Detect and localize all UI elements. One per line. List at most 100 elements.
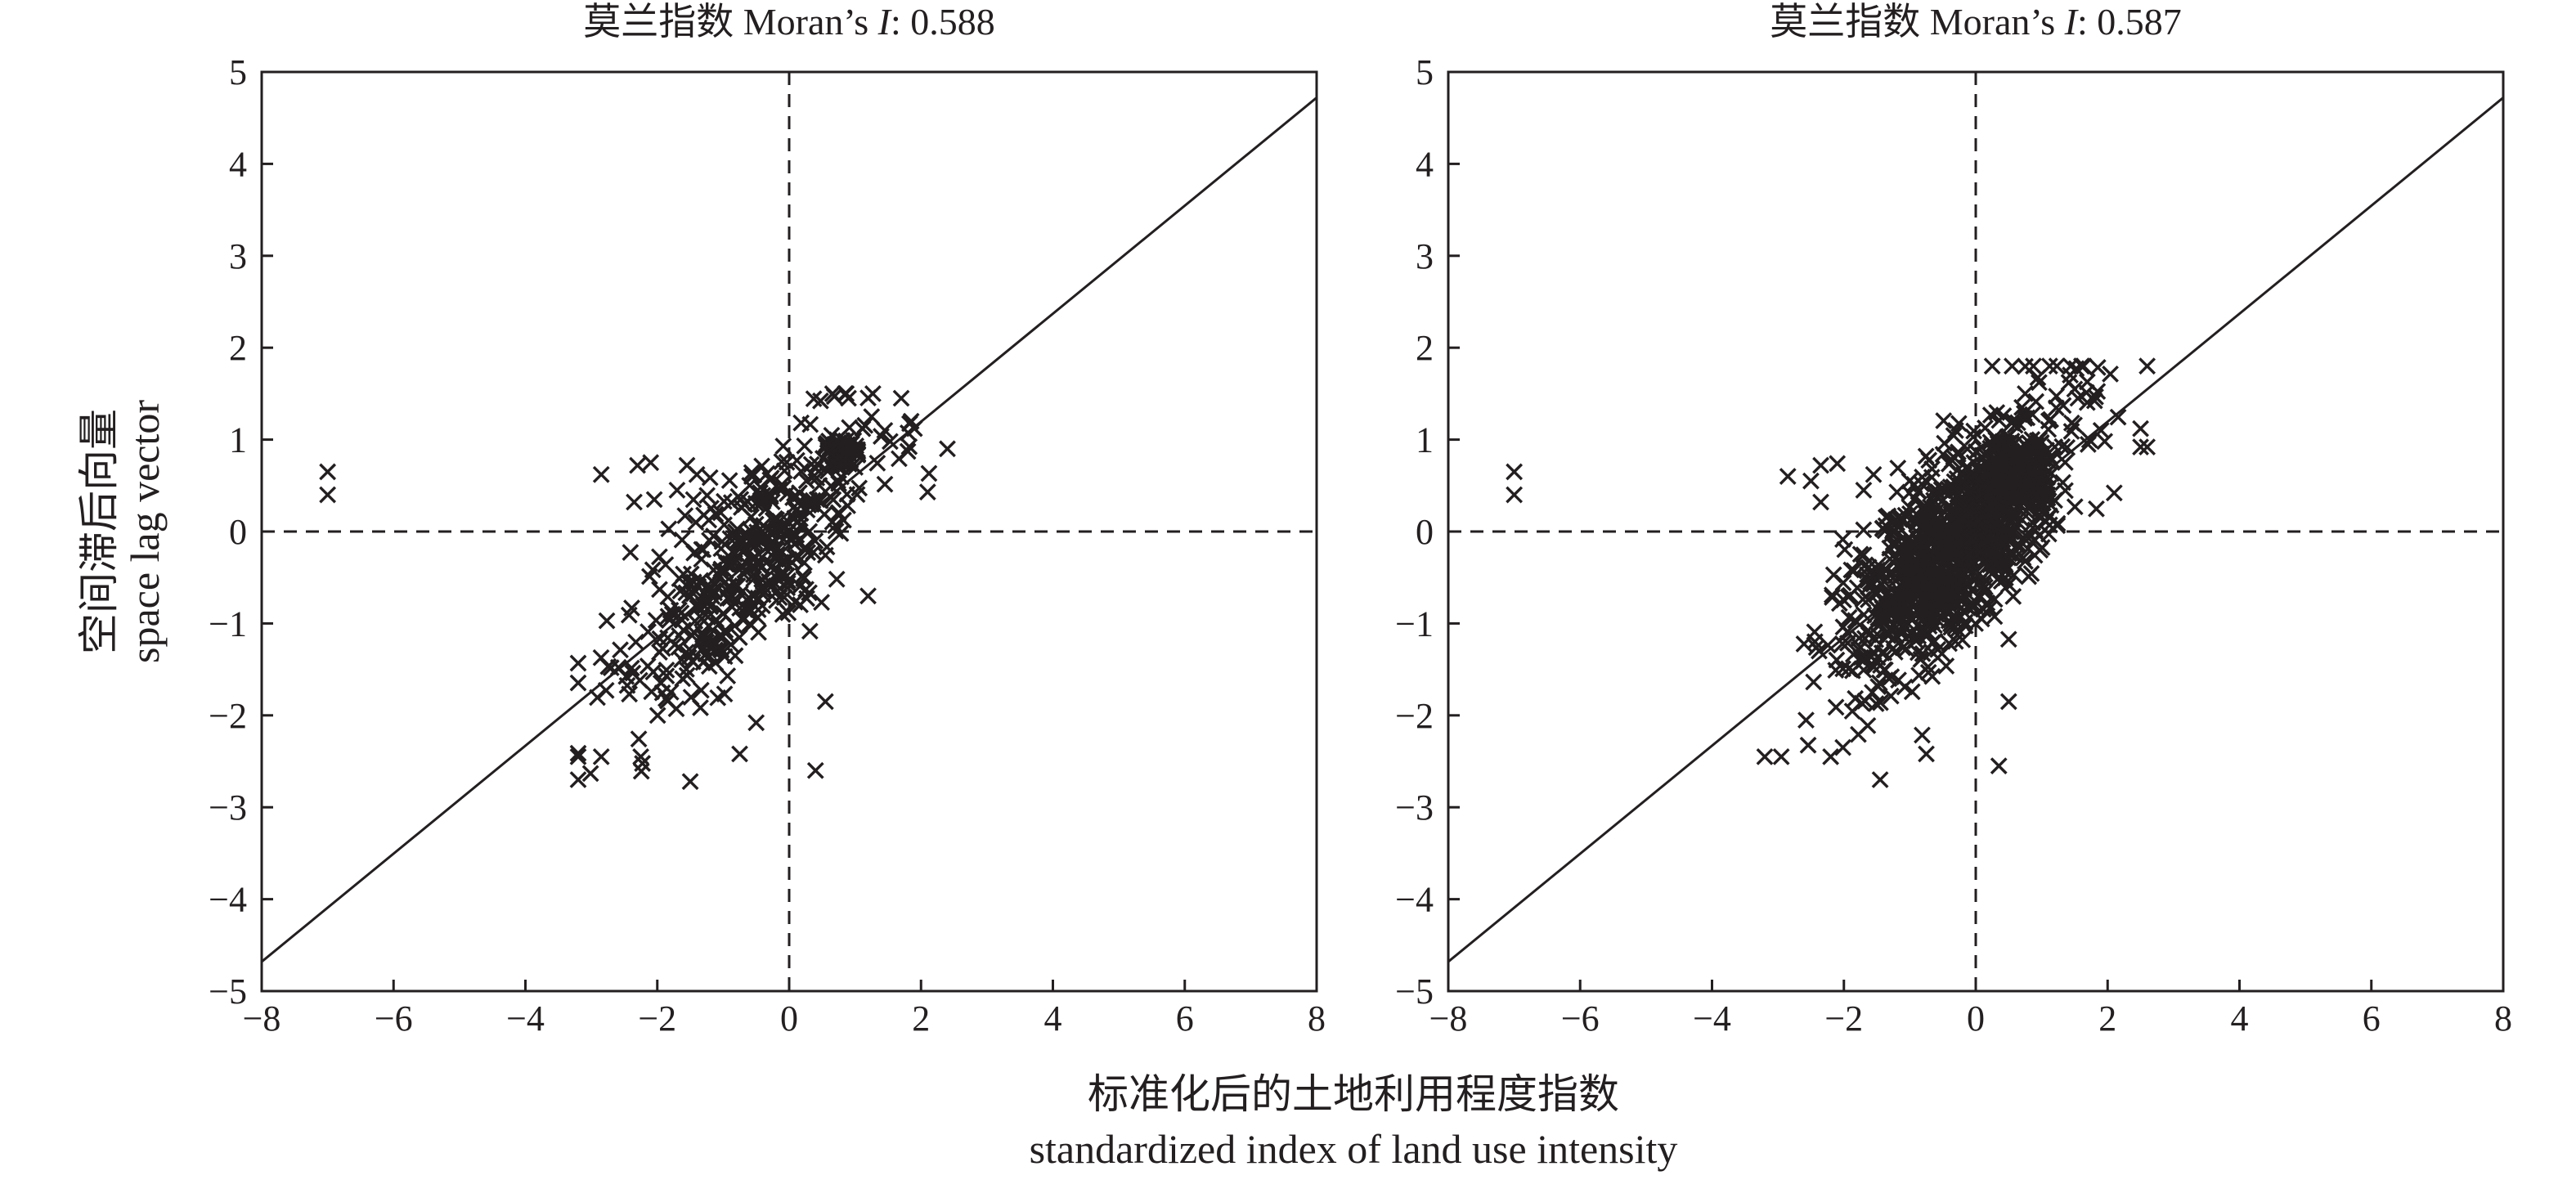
data-point-marker	[1756, 747, 1774, 765]
data-point-marker	[1946, 577, 1963, 595]
panel-right-x-tick-label: 0	[1967, 998, 1985, 1039]
data-point-marker	[1799, 736, 1817, 754]
panel-right-x-tick-label: −8	[1429, 998, 1468, 1039]
panel-right-y-tick-label: −2	[1395, 696, 1434, 736]
data-point-marker	[849, 442, 867, 460]
data-point-marker	[1819, 636, 1837, 654]
data-point-marker	[1779, 468, 1797, 485]
data-point-marker	[2004, 545, 2022, 563]
data-point-marker	[1949, 621, 1967, 639]
data-point-marker	[1975, 576, 1992, 594]
data-point-marker	[1999, 693, 2017, 711]
data-point-marker	[2132, 420, 2149, 437]
data-point-marker	[700, 582, 718, 600]
data-point-marker	[805, 390, 823, 408]
data-point-marker	[2089, 358, 2107, 376]
data-point-marker	[647, 612, 665, 629]
data-point-marker	[2023, 494, 2041, 512]
data-point-marker	[828, 570, 846, 588]
data-point-marker	[859, 389, 877, 407]
data-point-marker	[876, 475, 894, 493]
data-point-marker	[2037, 513, 2055, 531]
data-point-marker	[730, 629, 748, 647]
data-point-marker	[1945, 572, 1963, 589]
data-point-marker	[2008, 414, 2026, 432]
data-point-marker	[716, 516, 733, 534]
data-point-marker	[1904, 610, 1922, 628]
data-point-marker	[1860, 559, 1878, 577]
data-point-marker	[689, 597, 707, 615]
data-point-marker	[741, 477, 759, 494]
data-point-marker	[1947, 507, 1965, 525]
data-point-marker	[717, 625, 734, 642]
data-point-marker	[796, 541, 814, 558]
data-point-marker	[1959, 440, 1977, 458]
panel-left-y-tick-label: 3	[229, 236, 247, 276]
data-point-marker	[794, 567, 811, 585]
data-point-marker	[1860, 590, 1877, 608]
data-point-marker	[707, 641, 724, 659]
panel-right-y-tick-label: 4	[1416, 144, 1434, 184]
data-point-marker	[841, 419, 859, 437]
data-point-marker	[716, 648, 734, 666]
data-point-marker	[773, 453, 791, 470]
data-point-marker	[2054, 473, 2071, 491]
data-point-marker	[673, 531, 691, 549]
data-point-marker	[1824, 566, 1842, 584]
data-point-marker	[797, 472, 815, 490]
data-point-marker	[801, 491, 818, 509]
data-point-marker	[719, 667, 737, 684]
data-point-marker	[1914, 500, 1932, 518]
panel-left-y-tick-label: 0	[229, 512, 247, 552]
data-point-marker	[731, 745, 748, 763]
data-point-marker	[1878, 626, 1896, 644]
data-point-marker	[1925, 581, 1943, 599]
data-point-marker	[2102, 365, 2119, 383]
data-point-marker	[1889, 460, 1907, 477]
data-point-marker	[2058, 438, 2076, 456]
data-point-marker	[670, 639, 688, 657]
data-point-marker	[1967, 443, 1985, 461]
data-point-marker	[2026, 531, 2043, 549]
data-point-marker	[771, 580, 789, 597]
data-point-marker	[618, 676, 636, 694]
data-point-marker	[1910, 666, 1928, 684]
data-point-marker	[838, 485, 856, 503]
data-point-marker	[2027, 393, 2045, 411]
data-point-marker	[722, 494, 740, 512]
data-point-marker	[892, 389, 910, 407]
data-point-marker	[2020, 568, 2038, 586]
panel-left-x-tick-label: 4	[1044, 998, 1062, 1039]
data-point-marker	[745, 466, 763, 484]
data-point-marker	[1884, 639, 1902, 657]
panel-left-y-tick-label: −3	[209, 787, 247, 828]
data-point-marker	[1986, 608, 2004, 626]
data-point-marker	[765, 561, 783, 579]
data-point-marker	[747, 714, 765, 732]
data-point-marker	[827, 523, 845, 540]
data-point-marker	[737, 528, 755, 546]
data-point-marker	[1847, 612, 1865, 630]
data-point-marker	[778, 453, 796, 471]
data-point-marker	[2060, 374, 2078, 392]
data-point-marker	[640, 623, 657, 640]
data-point-marker	[1918, 745, 1935, 763]
panel-right-y-tick-label: −1	[1395, 603, 1434, 644]
panel-right-x-tick-label: 2	[2098, 998, 2116, 1039]
data-point-marker	[569, 747, 587, 765]
panel-left: 莫兰指数 Moran’s I: 0.588 −8 −6 −4 −2 0 2 4 6 8−5−4−…	[209, 1, 1326, 1039]
data-point-marker	[774, 479, 792, 497]
data-point-marker	[1937, 539, 1954, 557]
data-point-marker	[1506, 486, 1524, 504]
data-point-marker	[2005, 566, 2023, 584]
data-point-marker	[2132, 438, 2149, 455]
data-point-marker	[1937, 657, 1955, 675]
panel-left-title: 莫兰指数 Moran’s I: 0.588	[583, 1, 994, 43]
data-point-marker	[1506, 463, 1524, 481]
data-point-marker	[801, 523, 819, 541]
data-point-marker	[1851, 545, 1869, 563]
data-point-marker	[801, 415, 819, 433]
data-point-marker	[1983, 357, 2001, 375]
data-point-marker	[715, 604, 733, 622]
data-point-marker	[1860, 626, 1878, 644]
